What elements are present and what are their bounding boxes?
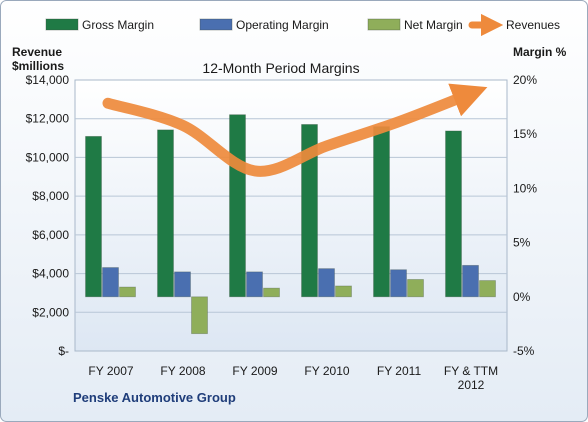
revenue-line-path — [102, 83, 488, 177]
x-tick-label: FY 2007 — [88, 364, 133, 378]
chart-title: 12-Month Period Margins — [202, 60, 359, 76]
legend-swatch-net-margin — [367, 18, 401, 31]
bar-gross-margin — [85, 135, 102, 298]
y-right-tick-label: -5% — [513, 344, 535, 358]
bar-gross-margin — [445, 130, 462, 298]
bar-net-margin — [119, 286, 136, 298]
legend: Gross Margin Operating Margin Net Margin Re… — [45, 13, 560, 37]
bar-net-margin — [479, 280, 496, 298]
x-tick-label-line: FY 2008 — [160, 364, 205, 378]
y-right-label: Margin % — [513, 45, 567, 59]
bar-operating-margin — [462, 264, 479, 298]
y-right-tick-label: 5% — [513, 236, 531, 250]
y-right-tick-label: 15% — [513, 127, 537, 141]
legend-label: Operating Margin — [236, 18, 329, 32]
x-tick-label: FY & TTM 2012 — [444, 364, 498, 392]
bar-gross-margin — [373, 126, 390, 298]
x-tick-label-line: FY & TTM — [444, 364, 498, 378]
x-tick-label-line: FY 2007 — [88, 364, 133, 378]
bar-gross-margin — [301, 124, 318, 298]
bar-operating-margin — [102, 267, 119, 298]
y-left-tick-label: $2,000 — [32, 305, 69, 319]
y-right-tick-label: 20% — [513, 73, 537, 87]
legend-label: Net Margin — [404, 18, 463, 32]
bar-operating-margin — [390, 269, 407, 298]
x-tick-label: FY 2009 — [232, 364, 277, 378]
x-tick-label-line: 2012 — [458, 378, 485, 392]
y-left-tick-label: $- — [58, 344, 69, 358]
y-left-tick-label: $4,000 — [32, 267, 69, 281]
x-tick-label: FY 2008 — [160, 364, 205, 378]
gridlines — [75, 118, 507, 313]
x-tick-label-line: FY 2009 — [232, 364, 277, 378]
legend-label: Revenues — [506, 18, 560, 32]
bar-operating-margin — [246, 271, 263, 298]
legend-label: Gross Margin — [82, 18, 154, 32]
x-tick-label-line: FY 2010 — [304, 364, 349, 378]
y-right-tick-label: 0% — [513, 290, 531, 304]
y-left-tick-label: $8,000 — [32, 189, 69, 203]
bar-operating-margin — [318, 268, 335, 298]
bar-operating-margin — [174, 271, 191, 298]
y-left-label-line2: $millions — [12, 59, 64, 73]
x-tick-label: FY 2011 — [377, 364, 422, 378]
y-left-tick-label: $10,000 — [26, 150, 70, 164]
bar-gross-margin — [229, 114, 246, 298]
bar-net-margin — [335, 285, 352, 298]
bar-net-margin — [191, 296, 208, 335]
axes: $- $2,000 $4,000 $6,000 $8,000 $10,000 $12,000… — [26, 73, 538, 392]
bar-net-margin — [263, 287, 280, 298]
y-right-tick-label: 10% — [513, 181, 537, 195]
x-tick-label-line: FY 2011 — [377, 364, 422, 378]
bar-gross-margin — [157, 129, 174, 298]
x-tick-label: FY 2010 — [304, 364, 349, 378]
legend-swatch-operating-margin — [199, 18, 233, 31]
y-left-tick-label: $12,000 — [26, 112, 70, 126]
y-left-tick-label: $6,000 — [32, 228, 69, 242]
company-label: Penske Automotive Group — [73, 390, 236, 405]
plot-area — [74, 79, 508, 352]
revenue-line — [102, 83, 488, 177]
y-left-label-line1: Revenue — [12, 45, 62, 59]
bar-net-margin — [407, 279, 424, 298]
legend-swatch-gross-margin — [45, 18, 79, 31]
y-left-tick-label: $14,000 — [26, 73, 70, 87]
